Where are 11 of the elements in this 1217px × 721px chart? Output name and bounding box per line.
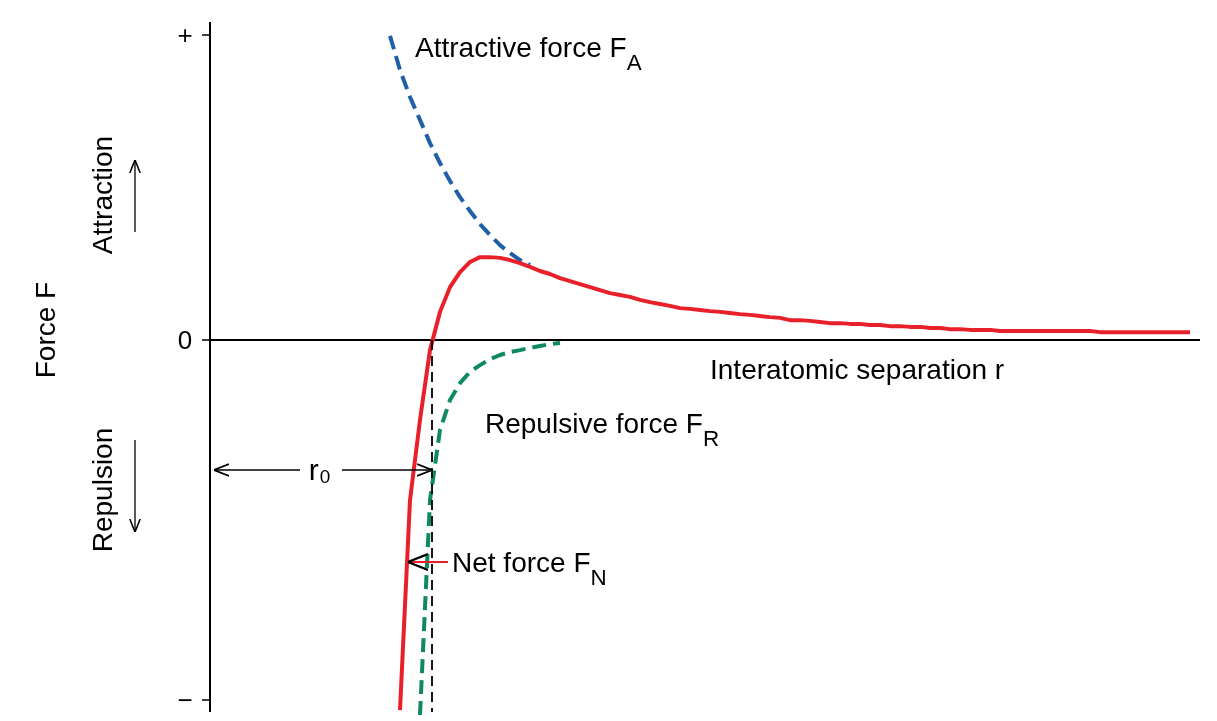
text: + [177, 20, 193, 51]
text: r₀ [308, 453, 332, 486]
x-axis-title: Interatomic separation r [710, 354, 1005, 385]
text: − [177, 685, 193, 716]
text: Repulsion [87, 427, 118, 553]
text: Force F [30, 281, 61, 379]
series-label: Attractive force F$_{A}$ [415, 32, 642, 75]
text: 0 [177, 325, 193, 356]
series-label: Repulsive force F$_{R}$ [485, 408, 720, 451]
legend-label: Net force F$_{N}$ [452, 547, 607, 590]
text: Attraction [87, 135, 118, 255]
